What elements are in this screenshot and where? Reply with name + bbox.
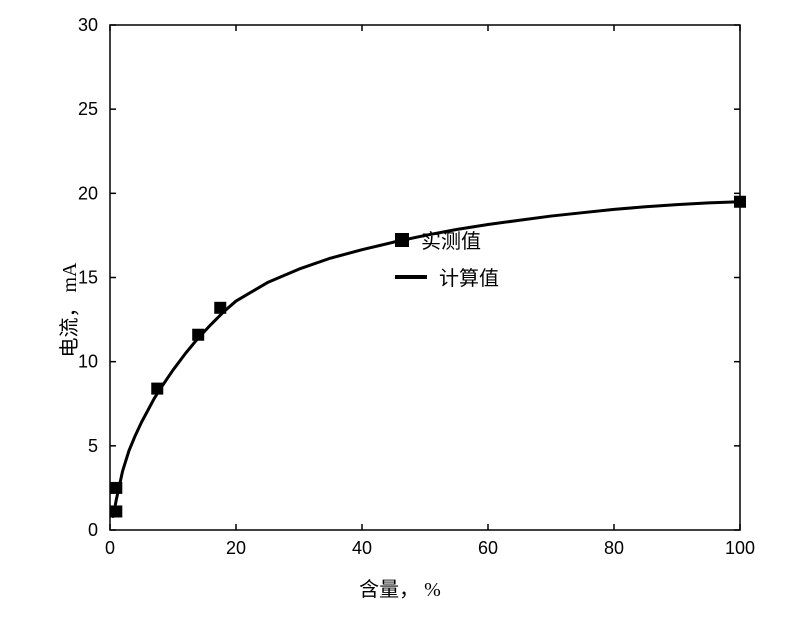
line-swatch-icon: [395, 275, 427, 279]
chart-svg: 020406080100051015202530: [0, 0, 800, 620]
legend: 实测值 计算值: [395, 225, 499, 291]
svg-text:5: 5: [88, 436, 98, 456]
chart-container: 020406080100051015202530 电流， mA 含量， % 实测…: [0, 0, 800, 620]
svg-text:100: 100: [725, 538, 755, 558]
svg-text:20: 20: [226, 538, 246, 558]
svg-text:40: 40: [352, 538, 372, 558]
svg-text:20: 20: [78, 183, 98, 203]
svg-text:0: 0: [88, 520, 98, 540]
x-axis-label: 含量， %: [359, 573, 441, 602]
y-axis-label: 电流， mA: [53, 263, 82, 358]
square-marker-icon: [395, 233, 409, 247]
svg-text:80: 80: [604, 538, 624, 558]
svg-text:0: 0: [105, 538, 115, 558]
legend-item-measured: 实测值: [395, 225, 499, 254]
svg-text:60: 60: [478, 538, 498, 558]
legend-label-measured: 实测值: [421, 225, 481, 254]
svg-text:25: 25: [78, 99, 98, 119]
legend-label-calculated: 计算值: [439, 262, 499, 291]
legend-item-calculated: 计算值: [395, 262, 499, 291]
svg-text:30: 30: [78, 15, 98, 35]
